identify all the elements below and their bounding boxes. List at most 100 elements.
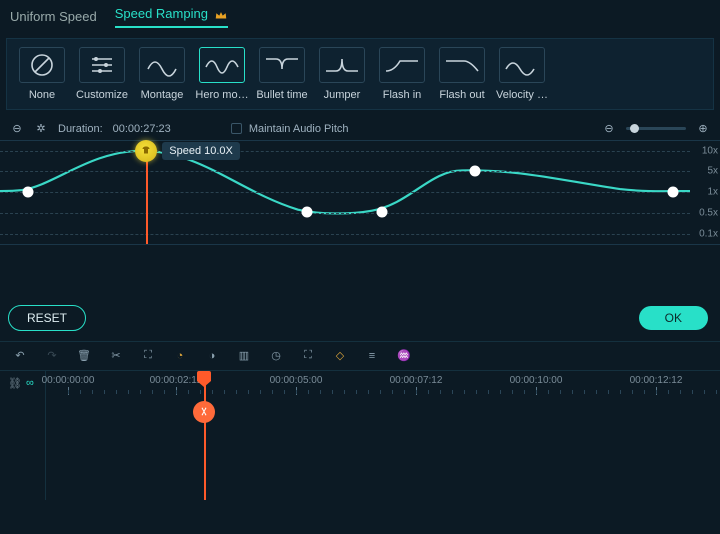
preset-label: Customize bbox=[75, 89, 129, 101]
lock-icon[interactable]: ⛓ bbox=[8, 377, 22, 390]
speed-graph[interactable]: Speed 10.0X 10x5x1x0.5x0.1x bbox=[0, 140, 720, 245]
ruler-minor-tick bbox=[620, 390, 621, 394]
preset-strip: None Customize Montage Hero mo… Bullet t… bbox=[6, 38, 714, 110]
ruler-minor-tick bbox=[116, 390, 117, 394]
preset-icon-velocity bbox=[499, 47, 545, 83]
freeze-icon[interactable]: ✲ bbox=[34, 122, 48, 136]
ruler-minor-tick bbox=[368, 390, 369, 394]
ruler-minor-tick bbox=[260, 390, 261, 394]
ruler-minor-tick bbox=[332, 390, 333, 394]
ruler-minor-tick bbox=[464, 390, 465, 394]
ok-button[interactable]: OK bbox=[639, 306, 708, 330]
preset-montage[interactable]: Montage bbox=[135, 47, 189, 101]
timer-icon[interactable]: ◷ bbox=[268, 348, 284, 364]
zoom-out-icon[interactable]: ⊖ bbox=[602, 122, 616, 136]
timeline-playhead[interactable] bbox=[204, 371, 206, 500]
timeline-playhead-cap[interactable] bbox=[197, 371, 211, 381]
keyframe-icon[interactable]: ◇ bbox=[332, 348, 348, 364]
speed-keyframe[interactable] bbox=[469, 165, 480, 176]
graph-controls: ⊖ ✲ Duration: 00:00:27:23 Maintain Audio… bbox=[0, 116, 720, 140]
zoom-slider[interactable] bbox=[626, 127, 686, 130]
preset-icon-montage bbox=[139, 47, 185, 83]
preset-icon-flashout bbox=[439, 47, 485, 83]
timeline-cut-marker[interactable] bbox=[193, 401, 215, 423]
preset-hero[interactable]: Hero mo… bbox=[195, 47, 249, 101]
redo-icon[interactable]: ↷ bbox=[44, 348, 60, 364]
ruler-minor-tick bbox=[128, 390, 129, 394]
ruler-minor-tick bbox=[716, 390, 717, 394]
ruler-minor-tick bbox=[380, 390, 381, 394]
ruler-minor-tick bbox=[344, 390, 345, 394]
preset-icon-bullet bbox=[259, 47, 305, 83]
reset-button[interactable]: RESET bbox=[8, 305, 86, 331]
ruler-minor-tick bbox=[548, 390, 549, 394]
y-axis-label: 1x bbox=[707, 186, 718, 197]
ruler-minor-tick bbox=[476, 390, 477, 394]
ruler-minor-tick bbox=[176, 390, 177, 394]
preset-label: Jumper bbox=[315, 89, 369, 101]
graph-playhead-handle[interactable] bbox=[135, 140, 157, 162]
preset-icon-sliders bbox=[79, 47, 125, 83]
ruler-minor-tick bbox=[512, 390, 513, 394]
ruler-minor-tick bbox=[104, 390, 105, 394]
link-icon[interactable]: ∞ bbox=[26, 377, 34, 389]
undo-icon[interactable]: ↶ bbox=[12, 348, 28, 364]
preset-none[interactable]: None bbox=[15, 47, 69, 101]
audio-icon[interactable]: ♒ bbox=[396, 348, 412, 364]
timeline[interactable]: ⛓∞ 00:00:00:0000:00:02:1200:00:05:0000:0… bbox=[0, 370, 720, 500]
preset-flashout[interactable]: Flash out bbox=[435, 47, 489, 101]
speed-keyframe[interactable] bbox=[22, 186, 33, 197]
ruler-label: 00:00:02:12 bbox=[150, 375, 203, 386]
speed-icon[interactable]: ◔ bbox=[172, 348, 188, 364]
tab-speed-ramping[interactable]: Speed Ramping bbox=[115, 6, 228, 28]
ruler-minor-tick bbox=[500, 390, 501, 394]
preset-icon-hero bbox=[199, 47, 245, 83]
preset-flashin[interactable]: Flash in bbox=[375, 47, 429, 101]
preset-bullet[interactable]: Bullet time bbox=[255, 47, 309, 101]
timeline-gutter: ⛓∞ bbox=[0, 371, 46, 500]
ruler-minor-tick bbox=[572, 390, 573, 394]
ruler-minor-tick bbox=[392, 390, 393, 394]
ruler-minor-tick bbox=[296, 390, 297, 394]
ruler-minor-tick bbox=[320, 390, 321, 394]
crown-icon bbox=[214, 8, 228, 22]
preset-label: None bbox=[15, 89, 69, 101]
ruler-minor-tick bbox=[188, 390, 189, 394]
greenscreen-icon[interactable]: ▥ bbox=[236, 348, 252, 364]
audio-pitch-checkbox[interactable] bbox=[231, 123, 242, 134]
preset-icon-none bbox=[19, 47, 65, 83]
preset-velocity[interactable]: Velocity … bbox=[495, 47, 549, 101]
speed-keyframe[interactable] bbox=[667, 186, 678, 197]
ruler-minor-tick bbox=[68, 390, 69, 394]
y-axis-label: 10x bbox=[702, 145, 718, 156]
speed-keyframe[interactable] bbox=[377, 206, 388, 217]
ruler-minor-tick bbox=[224, 390, 225, 394]
dialog-buttons: RESET OK bbox=[0, 245, 720, 341]
adjust-icon[interactable]: ≡ bbox=[364, 348, 380, 364]
ruler-minor-tick bbox=[632, 390, 633, 394]
zoom-in-icon[interactable]: ⊕ bbox=[696, 122, 710, 136]
ruler-minor-tick bbox=[92, 390, 93, 394]
timeline-ruler[interactable]: 00:00:00:0000:00:02:1200:00:05:0000:00:0… bbox=[46, 375, 720, 399]
color-icon[interactable]: ◑ bbox=[204, 348, 220, 364]
delete-icon[interactable]: 🗑 bbox=[76, 348, 92, 364]
speed-keyframe[interactable] bbox=[302, 206, 313, 217]
ruler-minor-tick bbox=[248, 390, 249, 394]
y-axis-label: 0.5x bbox=[699, 207, 718, 218]
ruler-minor-tick bbox=[356, 390, 357, 394]
speed-tabs: Uniform Speed Speed Ramping bbox=[0, 0, 720, 36]
fullscreen-icon[interactable]: ⛶ bbox=[300, 348, 316, 364]
scissors-icon[interactable]: ✂ bbox=[108, 348, 124, 364]
crop-icon[interactable]: ⛶ bbox=[140, 348, 156, 364]
gridline bbox=[0, 213, 690, 214]
preset-jumper[interactable]: Jumper bbox=[315, 47, 369, 101]
preset-icon-flashin bbox=[379, 47, 425, 83]
ruler-minor-tick bbox=[152, 390, 153, 394]
tab-uniform-speed[interactable]: Uniform Speed bbox=[10, 9, 97, 24]
collapse-icon[interactable]: ⊖ bbox=[10, 122, 24, 136]
preset-icon-jumper bbox=[319, 47, 365, 83]
ruler-minor-tick bbox=[164, 390, 165, 394]
gridline bbox=[0, 171, 690, 172]
preset-sliders[interactable]: Customize bbox=[75, 47, 129, 101]
duration-value: 00:00:27:23 bbox=[113, 123, 171, 135]
